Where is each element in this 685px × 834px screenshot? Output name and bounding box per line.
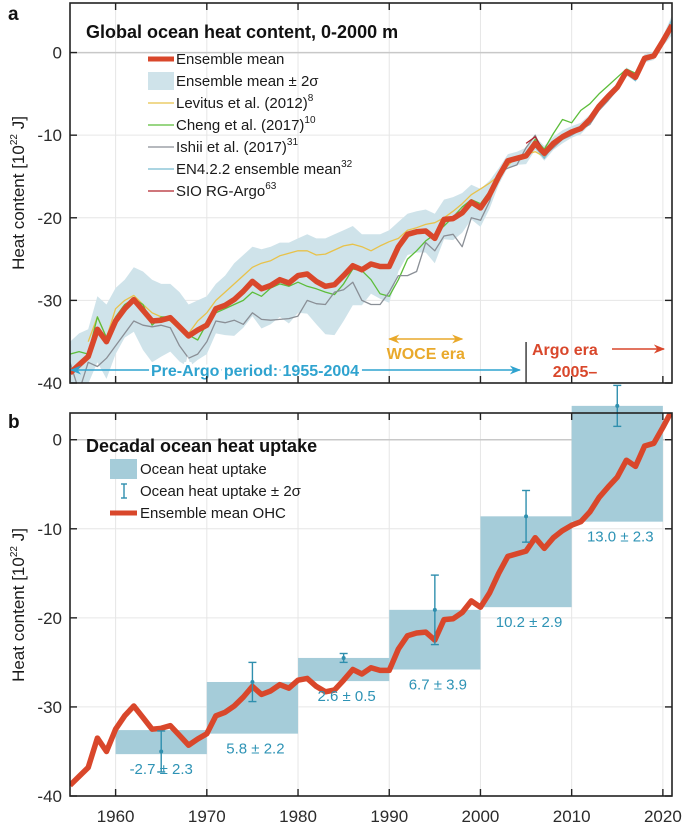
legend-item-bars: Ocean heat uptake: [110, 459, 267, 479]
x-tick-label: 2020: [644, 807, 682, 826]
y-tick-label: -30: [37, 291, 62, 310]
error-bar: [248, 661, 257, 703]
legend-label: Cheng et al. (2017)10: [176, 115, 316, 134]
argo-era-label: Argo era: [532, 342, 598, 359]
error-bar: [157, 730, 166, 773]
y-tick-label: -20: [37, 609, 62, 628]
bar-value-label: 2.6 ± 0.5: [317, 688, 375, 705]
legend-item-errbar: Ocean heat uptake ± 2σ: [121, 483, 302, 500]
y-axis-label-b: Heat content [1022 J]: [9, 528, 28, 682]
error-bars: [157, 384, 622, 773]
error-bar-center: [524, 514, 529, 519]
chart-title-a: Global ocean heat content, 0-2000 m: [86, 22, 398, 42]
y-tick-label: -40: [37, 787, 62, 806]
uncertainty-band-a: [70, 15, 672, 383]
y-tick-label: 0: [53, 431, 62, 450]
series-line-en4: [516, 19, 672, 161]
chart-title-b: Decadal ocean heat uptake: [86, 436, 317, 456]
x-tick-label: 2000: [462, 807, 500, 826]
series-line-ishii: [70, 22, 672, 383]
ensemble-line-b: [70, 413, 672, 788]
legend-swatch-patch: [110, 459, 137, 479]
panel-letter-b: b: [8, 412, 20, 433]
legend-item-band: Ensemble mean ± 2σ: [148, 72, 319, 90]
panel-letter-a: a: [8, 4, 19, 25]
legend-item-ensemble: Ensemble mean OHC: [110, 505, 286, 522]
error-bar-center: [250, 679, 255, 684]
y-axis-label-a: Heat content [1022 J]: [9, 116, 28, 270]
error-bar: [339, 652, 348, 664]
bar-value-label: 5.8 ± 2.2: [226, 741, 284, 758]
axes-a: -40 -30 -20 -10 0: [37, 2, 673, 393]
argo-year-label: 2005–: [553, 364, 598, 381]
x-tick-label: 1970: [188, 807, 226, 826]
legend-a: Ensemble mean Ensemble mean ± 2σ Levitus e…: [148, 51, 353, 200]
legend-swatch-patch: [148, 72, 174, 90]
y-tick-label: -20: [37, 209, 62, 228]
panel-b: b -2.7 ± 2.35.8 ± 2.22.6 ± 0.56.7 ± 3.91…: [8, 384, 682, 826]
panel-a: a Pre-Argo period: 1955-2004 WOCE era Argo…: [8, 2, 673, 393]
legend-label: Ocean heat uptake: [140, 461, 267, 478]
error-bar-center: [615, 403, 620, 408]
error-bar: [522, 489, 531, 543]
legend-item-ishii: Ishii et al. (2017)31: [148, 137, 298, 156]
series-line-sio: [525, 24, 672, 153]
axes-frame: [69, 2, 673, 384]
y-tick-label: -10: [37, 126, 62, 145]
bar-value-label: 13.0 ± 2.3: [587, 529, 654, 546]
y-tick-label: -40: [37, 374, 62, 393]
bar-value-label: -2.7 ± 2.3: [130, 761, 193, 778]
uptake-bar: [298, 657, 390, 682]
legend-label: SIO RG-Argo63: [176, 181, 277, 200]
legend-label: Ocean heat uptake ± 2σ: [140, 483, 302, 500]
legend-item-ensemble: Ensemble mean: [148, 51, 284, 68]
bar-labels: -2.7 ± 2.3 5.8 ± 2.2 2.6 ± 0.5 6.7 ± 3.9 10.…: [130, 529, 654, 778]
woce-label: WOCE era: [387, 346, 465, 363]
error-bar: [430, 574, 439, 646]
legend-label: Levitus et al. (2012)8: [176, 93, 314, 112]
legend-item-en4: EN4.2.2 ensemble mean32: [148, 159, 353, 178]
legend-b: Ocean heat uptake Ocean heat uptake ± 2σ E…: [110, 459, 302, 522]
error-bar: [613, 384, 622, 428]
x-tick-label: 1980: [279, 807, 317, 826]
legend-label: Ensemble mean ± 2σ: [176, 73, 319, 90]
axes-b: 1960 1970 1980 1990 2000 2010 2020 -40 -30 -20 -10…: [37, 412, 682, 826]
error-bar-center: [159, 749, 164, 754]
series-line-ensemble: [70, 23, 672, 376]
y-tick-label: -10: [37, 520, 62, 539]
legend-item-levitus: Levitus et al. (2012)8: [148, 93, 314, 112]
legend-item-cheng: Cheng et al. (2017)10: [148, 115, 316, 134]
preargo-label: Pre-Argo period: 1955-2004: [151, 363, 359, 380]
error-bar-center: [432, 607, 437, 612]
legend-label: Ishii et al. (2017)31: [176, 137, 298, 156]
y-tick-label: -30: [37, 698, 62, 717]
x-tick-label: 1990: [370, 807, 408, 826]
legend-label: EN4.2.2 ensemble mean32: [176, 159, 353, 178]
x-tick-label: 2010: [553, 807, 591, 826]
series-lines-a: [70, 19, 672, 383]
axes-frame: [69, 412, 673, 797]
band-area: [70, 15, 672, 383]
bar-value-label: 6.7 ± 3.9: [409, 677, 467, 694]
annotations-a: Pre-Argo period: 1955-2004 WOCE era Argo e…: [69, 334, 666, 383]
y-tick-label: 0: [53, 44, 62, 63]
legend-label: Ensemble mean OHC: [140, 505, 286, 522]
ensemble-mean-line: [70, 413, 672, 788]
bar-value-label: 10.2 ± 2.9: [496, 614, 563, 631]
x-tick-label: 1960: [97, 807, 135, 826]
legend-label: Ensemble mean: [176, 51, 284, 68]
error-bar-center: [341, 655, 346, 660]
legend-item-sio: SIO RG-Argo63: [148, 181, 277, 200]
